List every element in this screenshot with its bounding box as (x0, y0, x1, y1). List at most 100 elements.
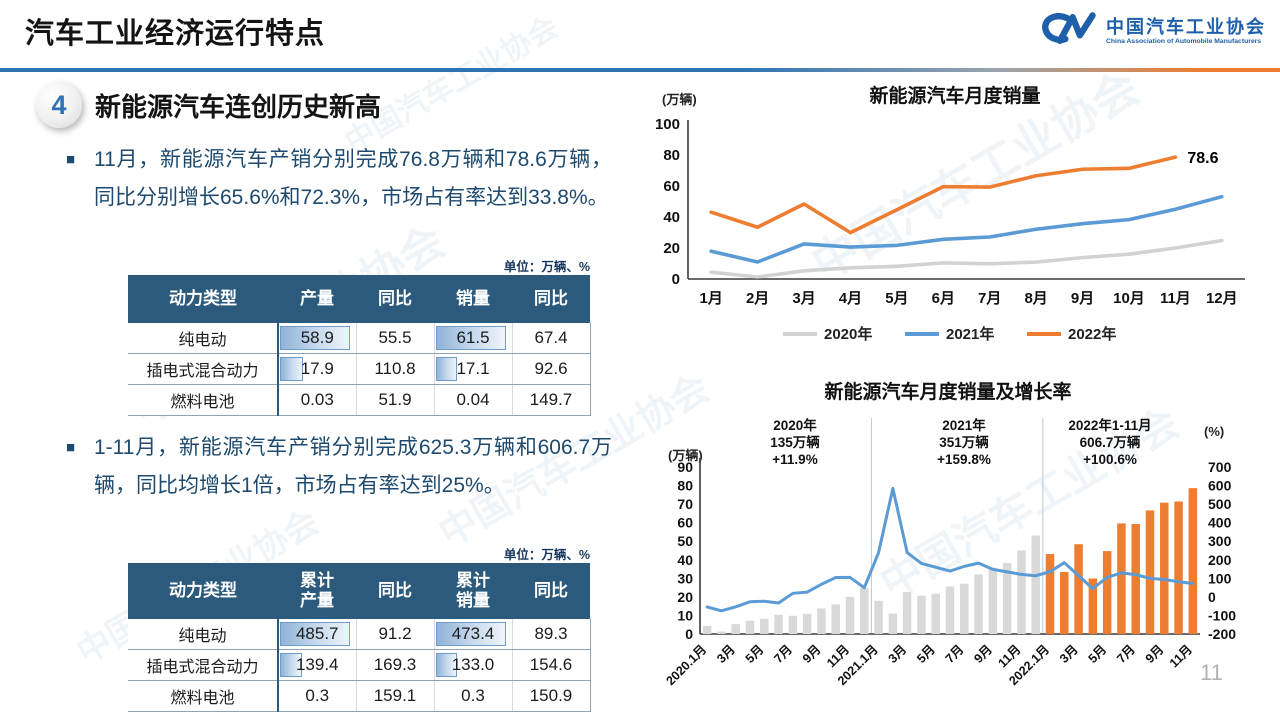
chart2-right-tick: 400 (1208, 515, 1232, 531)
legend-label-2021年: 2021年 (946, 325, 994, 343)
chart2-x-tick: 7月 (771, 642, 795, 666)
cell-value: 燃料电池 (170, 690, 235, 707)
sales-bar (860, 587, 869, 634)
sales-bar (1174, 501, 1183, 634)
sales-bar (988, 567, 998, 634)
table-row: 插电式混合动力 139.4 169.3 133.0 154.6 (128, 649, 591, 681)
value-cell: 17.9 (278, 353, 357, 385)
sales-bar (974, 574, 983, 634)
chart2-left-tick: 80 (677, 478, 693, 494)
value-cell: 91.2 (356, 619, 435, 650)
data-table: 动力类型 累计 产量 同比 累计 销量 同比 纯电动 485.7 91.2 473.4 89.3 插电式… (128, 563, 591, 712)
year-annotation-line: +100.6% (1083, 452, 1137, 467)
sales-bar (817, 608, 826, 634)
chart2-x-tick: 5月 (1086, 642, 1110, 666)
chart2-x-tick: 11月 (1167, 642, 1195, 670)
data-table: 动力类型 产量 同比 销量 同比 纯电动 58.9 55.5 61.5 67.4 插电式混合动力 17… (128, 275, 591, 416)
value-cell: 55.5 (356, 323, 435, 354)
year-annotation-line: 351万辆 (939, 434, 989, 450)
table-row: 燃料电池 0.3 159.1 0.3 150.9 (128, 680, 591, 712)
year-annotation-line: 135万辆 (770, 434, 820, 450)
cell-value: 485.7 (295, 624, 339, 643)
unit-note-1: 单位：万辆、% (503, 260, 590, 274)
cell-value: 159.1 (373, 686, 417, 705)
table-header-cell: 累计 产量 (278, 563, 356, 619)
series-line-2020年 (709, 238, 1224, 279)
chart2-right-tick: 200 (1208, 552, 1232, 568)
monthly-table: 动力类型 产量 同比 销量 同比 纯电动 58.9 55.5 61.5 67.4 插电式混合动力 17… (128, 275, 591, 416)
page-title: 汽车工业经济运行特点 (25, 18, 326, 50)
data-bar (280, 326, 350, 350)
section-heading: 新能源汽车连创历史新高 (95, 92, 382, 122)
chart1-x-tick: 12月 (1206, 290, 1238, 307)
chart2-left-tick: 40 (677, 552, 693, 568)
series-line-2021年 (709, 194, 1224, 264)
sales-bar (1088, 578, 1098, 634)
value-cell: 110.8 (356, 353, 435, 385)
cell-value: 133.0 (451, 655, 495, 674)
chart1-x-tick: 9月 (1071, 290, 1094, 307)
cell-value: 92.6 (534, 359, 568, 378)
cell-value: 169.3 (373, 655, 417, 674)
value-cell: 169.3 (356, 649, 435, 681)
data-bar (435, 357, 457, 381)
table-header-cell: 同比 (356, 275, 434, 323)
year-annotation-line: 2020年 (773, 417, 817, 433)
chart2-left-tick: 70 (677, 496, 693, 512)
sales-bar (1074, 544, 1083, 634)
sales-bar (702, 625, 712, 634)
bullet-square-icon: ■ (66, 439, 76, 456)
chart2-right-tick: -200 (1208, 626, 1236, 642)
data-bar (280, 653, 302, 677)
bullet-2-text: 1-11月，新能源汽车产销分别完成625.3万辆和606.7万辆，同比均增长1倍… (94, 436, 612, 497)
cell-value: 0.3 (461, 686, 485, 705)
year-annotation-line: +11.9% (772, 452, 817, 467)
year-annotation-line: +159.8% (937, 452, 991, 467)
cell-value: 61.5 (456, 328, 490, 347)
table-header-cell: 同比 (512, 275, 590, 323)
sales-bar (1031, 535, 1040, 634)
sales-bar (1145, 510, 1155, 634)
value-cell: 58.9 (278, 323, 357, 354)
chart2-right-tick: 700 (1208, 459, 1232, 475)
value-cell: 0.03 (278, 384, 357, 416)
chart1-y-tick: 60 (663, 178, 680, 195)
monthly-sales-line-chart: (万辆) 新能源汽车月度销量 0 20 40 60 80 100 1月 2月 3月 4月 5月 6月 7月 8… (655, 84, 1245, 343)
chart2-x-tick: 7月 (1114, 642, 1138, 666)
cell-value: 燃料电池 (170, 394, 235, 411)
sales-bar (788, 615, 798, 634)
legend-label-2020年: 2020年 (824, 325, 872, 343)
cell-value: 149.7 (529, 390, 573, 409)
value-cell: 61.5 (434, 323, 513, 354)
value-cell: 0.04 (434, 384, 513, 416)
table-row: 插电式混合动力 17.9 110.8 17.1 92.6 (128, 353, 591, 385)
chart2-left-tick: 30 (677, 570, 693, 586)
chart2-x-tick: 3月 (714, 642, 738, 666)
chart2-right-tick: 500 (1208, 496, 1232, 512)
value-cell: 89.3 (512, 619, 591, 650)
chart2-right-tick: 300 (1208, 533, 1232, 549)
sales-bar (1002, 562, 1012, 634)
title-divider (0, 68, 1280, 72)
chart1-x-tick: 6月 (932, 290, 955, 307)
value-cell: 51.9 (356, 384, 435, 416)
chart2-x-tick: 9月 (800, 642, 824, 666)
sales-bar (945, 586, 955, 634)
table-header-cell: 动力类型 (128, 563, 278, 619)
sales-bar (931, 593, 940, 634)
cell-value: 插电式混合动力 (146, 659, 259, 676)
sales-bar (760, 618, 769, 634)
sales-bar (1017, 550, 1026, 634)
year-annotation-line: 606.7万辆 (1080, 434, 1141, 450)
chart1-y-tick: 80 (663, 147, 680, 164)
cell-value: 58.9 (300, 328, 334, 347)
sales-bar (831, 604, 840, 634)
chart2-left-tick: 20 (677, 589, 693, 605)
table-header-cell: 累计 销量 (434, 563, 512, 619)
sales-bar (845, 596, 855, 634)
table-header-cell: 产量 (278, 275, 356, 323)
value-cell: 0.3 (278, 680, 357, 712)
sales-bar (731, 624, 740, 634)
sales-bar (1060, 572, 1069, 634)
data-bar (435, 653, 457, 677)
